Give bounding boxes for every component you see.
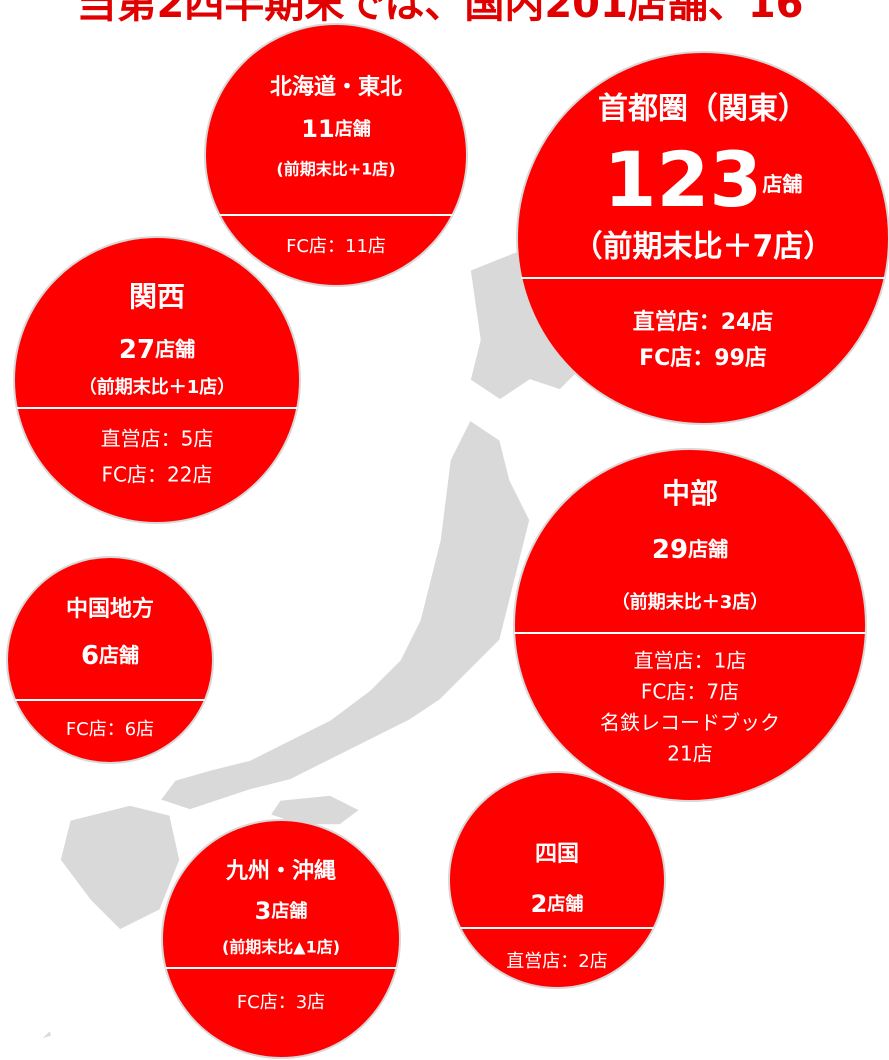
bubble xyxy=(448,771,666,989)
count-number: 3 xyxy=(255,897,272,925)
change: (前期末比+1店) xyxy=(276,160,395,179)
count-number: 123 xyxy=(604,135,763,224)
store-count: 3店舗 xyxy=(255,897,308,925)
detail: 直営店：1店 xyxy=(634,649,747,673)
region-name: 中部 xyxy=(662,477,718,510)
bubble xyxy=(161,819,401,1059)
store-count: 27店舗 xyxy=(119,335,195,365)
count-unit: 店舗 xyxy=(688,537,728,561)
count-number: 6 xyxy=(81,641,99,671)
count-number: 2 xyxy=(531,890,548,918)
bubble xyxy=(13,236,301,524)
detail: 名鉄レコードブック xyxy=(600,711,780,735)
region-name: 中国地方 xyxy=(66,596,154,622)
count-unit: 店舗 xyxy=(762,172,802,196)
region-bubble: 関西 27店舗 （前期末比＋1店） 直営店：5店 FC店：22店 xyxy=(13,236,301,524)
count-unit: 店舗 xyxy=(271,900,307,922)
bubble xyxy=(513,448,867,802)
detail: FC店：22店 xyxy=(102,463,213,487)
region-name: 関西 xyxy=(129,280,185,313)
store-count: 29店舗 xyxy=(652,535,728,565)
detail: FC店：11店 xyxy=(286,236,386,257)
store-count: 11店舗 xyxy=(301,115,370,143)
bubble xyxy=(6,556,214,764)
store-count: 2店舗 xyxy=(531,890,584,918)
count-number: 27 xyxy=(119,335,155,365)
change: （前期末比＋7店） xyxy=(573,230,834,265)
bubble xyxy=(204,23,468,287)
detail: 直営店：5店 xyxy=(101,427,214,451)
detail: FC店：3店 xyxy=(237,992,325,1013)
count-unit: 店舗 xyxy=(99,643,139,667)
change: （前期末比＋3店） xyxy=(612,591,769,613)
detail: 直営店：2店 xyxy=(506,951,607,972)
store-count: 123店舗 xyxy=(604,135,803,224)
change: （前期末比＋1店） xyxy=(79,376,236,398)
region-name: 九州・沖縄 xyxy=(225,859,336,884)
region-bubble: 九州・沖縄 3店舗 (前期末比▲1店) FC店：3店 xyxy=(161,819,401,1059)
region-bubble: 中国地方 6店舗 FC店：6店 xyxy=(6,556,214,764)
count-number: 29 xyxy=(652,535,688,565)
change: (前期末比▲1店) xyxy=(222,938,340,957)
detail: FC店：6店 xyxy=(66,719,154,740)
region-name: 首都圏（関東） xyxy=(598,92,808,127)
region-name: 四国 xyxy=(535,842,579,867)
detail: 21店 xyxy=(667,742,712,766)
count-number: 11 xyxy=(301,115,334,143)
region-bubble: 北海道・東北 11店舗 (前期末比+1店) FC店：11店 xyxy=(204,23,468,287)
detail: 直営店：24店 xyxy=(633,309,774,335)
count-unit: 店舗 xyxy=(155,337,195,361)
count-unit: 店舗 xyxy=(547,893,583,915)
count-unit: 店舗 xyxy=(335,118,371,140)
page-title: 当第2四半期末では、国内201店舗、16 xyxy=(77,0,804,27)
store-count: 6店舗 xyxy=(81,641,139,671)
region-name: 北海道・東北 xyxy=(270,74,402,100)
detail: FC店：99店 xyxy=(639,346,767,371)
region-bubble: 首都圏（関東） 123店舗 （前期末比＋7店） 直営店：24店 FC店：99店 xyxy=(516,51,889,425)
bubble xyxy=(516,51,889,425)
detail: FC店：7店 xyxy=(641,680,739,704)
